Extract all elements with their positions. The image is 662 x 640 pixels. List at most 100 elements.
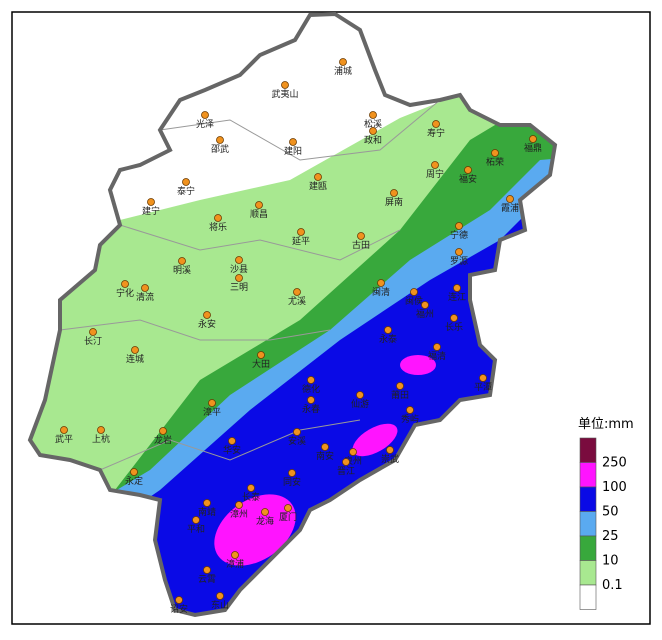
- city-dot: [406, 406, 414, 414]
- city-dot: [216, 136, 224, 144]
- city-dot: [289, 138, 297, 146]
- city-label: 南安: [316, 450, 334, 462]
- city-dot: [386, 446, 394, 454]
- city-dot: [231, 551, 239, 559]
- city-dot: [432, 120, 440, 128]
- city-label: 永春: [302, 403, 320, 415]
- city-dot: [247, 484, 255, 492]
- city-label: 长乐: [445, 321, 463, 333]
- city-dot: [201, 111, 209, 119]
- city-label: 晋江: [337, 466, 355, 477]
- city-dot: [433, 343, 441, 351]
- city-dot: [529, 135, 537, 143]
- city-dot: [307, 376, 315, 384]
- city-label: 长汀: [84, 335, 102, 347]
- city-dot: [235, 274, 243, 282]
- county-borders: [59, 99, 441, 471]
- city-dot: [390, 189, 398, 197]
- city-label: 秀屿: [401, 413, 419, 425]
- city-dot: [257, 351, 265, 359]
- city-dot: [203, 311, 211, 319]
- city-label: 光泽: [196, 118, 214, 130]
- city-dot: [453, 284, 461, 292]
- city-label: 福州: [416, 308, 434, 320]
- city-label: 龙海: [256, 515, 274, 527]
- legend-label: 250: [602, 456, 627, 471]
- city-dot: [203, 499, 211, 507]
- city-dot: [421, 301, 429, 309]
- city-dot: [214, 214, 222, 222]
- legend-swatch: [579, 462, 597, 488]
- city-label: 厦门: [279, 511, 297, 523]
- city-label: 东山: [211, 599, 229, 611]
- legend-swatch: [579, 511, 597, 537]
- city-dot: [182, 178, 190, 186]
- city-dot: [339, 58, 347, 66]
- city-dot: [288, 469, 296, 477]
- city-dot: [491, 149, 499, 157]
- city-label: 永安: [198, 318, 216, 330]
- city-label: 宁化: [116, 287, 134, 299]
- city-label: 长泰: [242, 491, 260, 503]
- city-label: 清流: [136, 291, 154, 303]
- city-label: 德化: [302, 383, 320, 395]
- city-label: 古田: [352, 239, 370, 251]
- city-label: 松溪: [364, 118, 382, 130]
- city-label: 屏南: [385, 196, 403, 208]
- city-label: 周宁: [426, 168, 444, 180]
- city-dot: [130, 468, 138, 476]
- city-label: 南靖: [198, 506, 216, 518]
- city-label: 柘荣: [486, 156, 504, 168]
- city-label: 霞浦: [501, 202, 519, 214]
- city-label: 武夷山: [271, 88, 298, 100]
- city-dot: [410, 288, 418, 296]
- city-dot: [479, 374, 487, 382]
- city-dot: [228, 437, 236, 445]
- city-label: 平和: [187, 524, 205, 535]
- city-dot: [396, 382, 404, 390]
- city-dot: [384, 326, 392, 334]
- city-dot: [192, 516, 200, 524]
- city-label: 武平: [55, 433, 73, 445]
- city-dot: [321, 443, 329, 451]
- city-label: 福鼎: [524, 142, 542, 154]
- city-label: 漳州: [230, 508, 248, 520]
- city-label: 大田: [252, 358, 270, 370]
- city-label: 三明: [230, 282, 248, 293]
- legend-swatch: [579, 584, 597, 610]
- legend-label: 0.1: [602, 578, 623, 593]
- city-label: 政和: [364, 134, 382, 146]
- legend-title: 单位:mm: [578, 417, 634, 432]
- city-label: 仙游: [351, 398, 369, 410]
- city-dot: [216, 592, 224, 600]
- city-dot: [455, 248, 463, 256]
- city-label: 闽侯: [405, 295, 423, 307]
- city-label: 寿宁: [427, 127, 445, 139]
- city-dot: [342, 458, 350, 466]
- city-dot: [356, 391, 364, 399]
- city-label: 罗源: [450, 256, 468, 267]
- city-label: 邵武: [211, 143, 229, 155]
- legend-label: 10: [602, 554, 619, 569]
- city-dot: [89, 328, 97, 336]
- city-label: 上杭: [92, 433, 110, 445]
- city-label: 建阳: [284, 145, 302, 157]
- city-label: 平潭: [474, 382, 492, 393]
- city-dot: [175, 596, 183, 604]
- city-dot: [297, 228, 305, 236]
- city-label: 崇武: [381, 453, 399, 465]
- city-dot: [506, 195, 514, 203]
- legend-swatch: [579, 486, 597, 512]
- city-label: 福安: [459, 173, 477, 185]
- city-dot: [284, 504, 292, 512]
- city-dot: [121, 280, 129, 288]
- city-label: 云霄: [198, 574, 216, 585]
- city-label: 永定: [125, 475, 143, 487]
- city-dot: [293, 428, 301, 436]
- city-label: 永泰: [379, 333, 397, 345]
- city-dot: [450, 314, 458, 322]
- city-label: 漳浦: [226, 558, 244, 570]
- city-label: 宁德: [450, 229, 468, 241]
- city-label: 明溪: [173, 264, 191, 276]
